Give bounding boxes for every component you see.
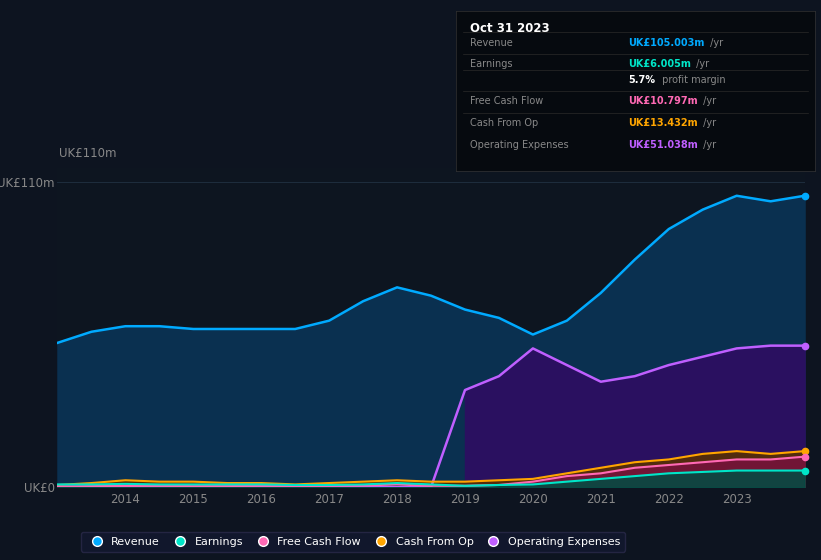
Text: Revenue: Revenue [470,38,513,48]
Text: UK£13.432m: UK£13.432m [628,118,698,128]
Text: Oct 31 2023: Oct 31 2023 [470,22,550,35]
Text: /yr: /yr [700,96,716,106]
Text: Cash From Op: Cash From Op [470,118,539,128]
Text: UK£51.038m: UK£51.038m [628,140,698,150]
Text: UK£105.003m: UK£105.003m [628,38,704,48]
Text: /yr: /yr [707,38,723,48]
Text: UK£10.797m: UK£10.797m [628,96,698,106]
Text: profit margin: profit margin [659,75,726,85]
Text: Earnings: Earnings [470,59,512,69]
Text: /yr: /yr [700,118,716,128]
Text: UK£110m: UK£110m [59,147,117,160]
Text: /yr: /yr [694,59,709,69]
Text: Free Cash Flow: Free Cash Flow [470,96,544,106]
Text: 5.7%: 5.7% [628,75,655,85]
Text: Operating Expenses: Operating Expenses [470,140,569,150]
Text: UK£6.005m: UK£6.005m [628,59,691,69]
Text: /yr: /yr [700,140,716,150]
Legend: Revenue, Earnings, Free Cash Flow, Cash From Op, Operating Expenses: Revenue, Earnings, Free Cash Flow, Cash … [80,531,626,552]
